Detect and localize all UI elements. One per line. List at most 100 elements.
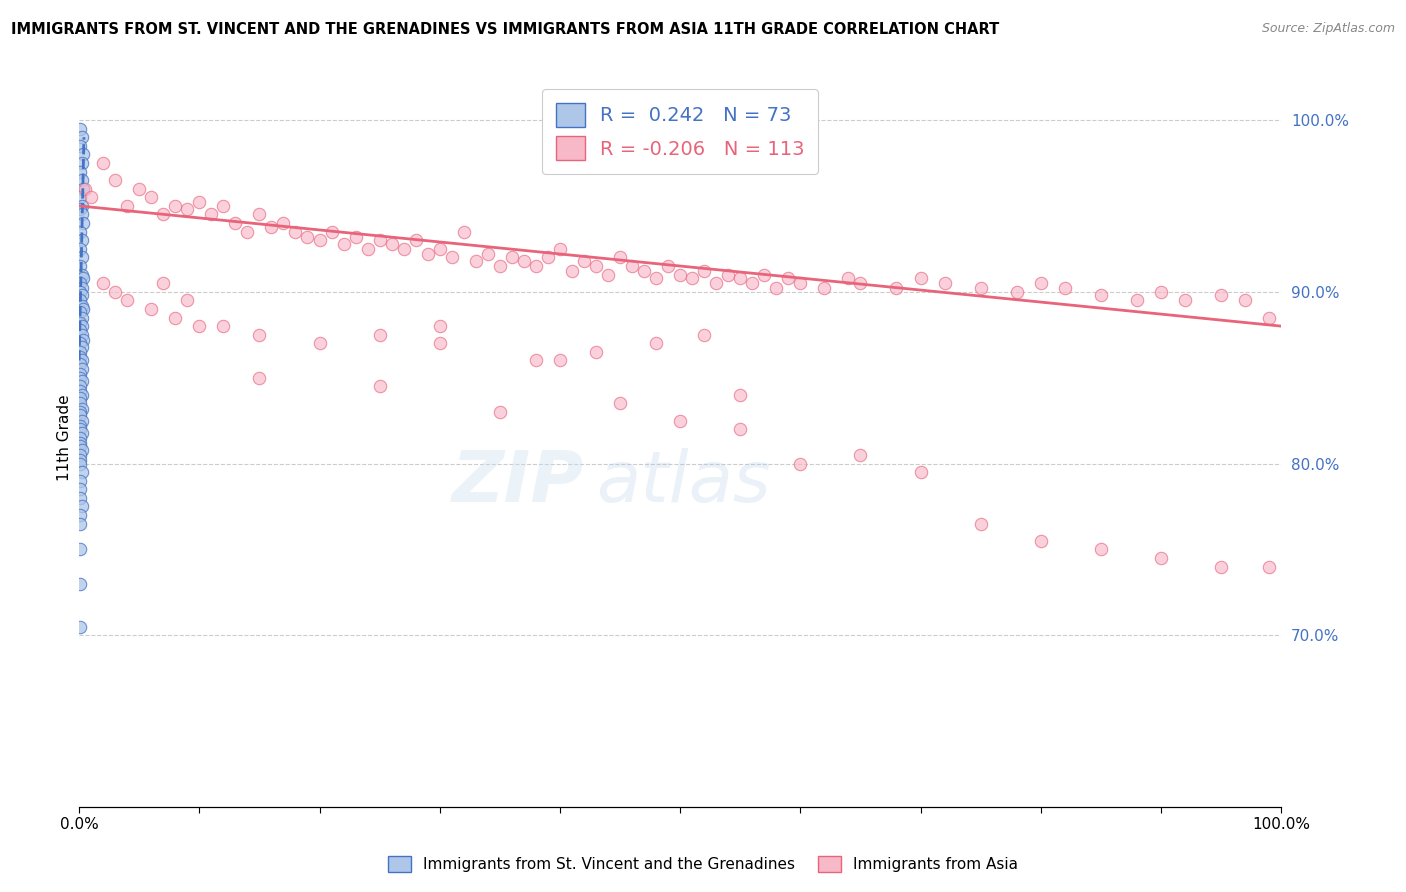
Point xyxy=(70,319,93,334)
Point xyxy=(728,388,751,402)
Point xyxy=(141,301,163,316)
Point xyxy=(69,344,91,359)
Point xyxy=(645,271,668,285)
Point xyxy=(91,156,114,170)
Point xyxy=(392,242,415,256)
Point xyxy=(69,396,91,410)
Point xyxy=(69,448,91,462)
Point xyxy=(849,276,872,290)
Point xyxy=(115,293,138,308)
Point xyxy=(1258,310,1281,325)
Point xyxy=(765,281,787,295)
Point xyxy=(837,271,859,285)
Point xyxy=(80,190,103,204)
Point xyxy=(70,327,93,342)
Point xyxy=(1150,551,1173,566)
Point xyxy=(704,276,727,290)
Point xyxy=(70,414,93,428)
Point xyxy=(513,253,536,268)
Text: ZIP: ZIP xyxy=(451,448,583,516)
Point xyxy=(69,202,91,217)
Text: Source: ZipAtlas.com: Source: ZipAtlas.com xyxy=(1261,22,1395,36)
Point xyxy=(70,130,93,145)
Point xyxy=(69,474,91,488)
Point xyxy=(69,276,91,290)
Point xyxy=(297,229,319,244)
Point xyxy=(70,340,93,354)
Point xyxy=(176,202,198,217)
Point xyxy=(381,236,404,251)
Point xyxy=(488,259,510,273)
Point xyxy=(669,268,692,282)
Point xyxy=(165,199,187,213)
Point xyxy=(477,247,499,261)
Legend: R =  0.242   N = 73, R = -0.206   N = 113: R = 0.242 N = 73, R = -0.206 N = 113 xyxy=(541,89,818,174)
Point xyxy=(72,301,94,316)
Point xyxy=(633,264,655,278)
Point xyxy=(69,285,91,299)
Point xyxy=(141,190,163,204)
Point xyxy=(69,190,91,204)
Point xyxy=(236,225,259,239)
Point xyxy=(249,207,271,221)
Point xyxy=(368,379,391,393)
Point xyxy=(1029,533,1052,548)
Point xyxy=(813,281,835,295)
Point xyxy=(609,396,631,410)
Point xyxy=(152,276,174,290)
Point xyxy=(464,253,486,268)
Point xyxy=(70,500,93,514)
Point xyxy=(717,268,740,282)
Point xyxy=(537,251,560,265)
Point xyxy=(69,436,91,450)
Point xyxy=(69,508,91,522)
Point xyxy=(69,370,91,384)
Point xyxy=(969,281,991,295)
Point xyxy=(69,453,91,467)
Point xyxy=(368,327,391,342)
Point xyxy=(212,319,235,334)
Point xyxy=(585,344,607,359)
Point xyxy=(69,418,91,433)
Point xyxy=(69,422,91,436)
Point xyxy=(69,391,91,405)
Point xyxy=(585,259,607,273)
Point xyxy=(70,374,93,388)
Point xyxy=(69,357,91,371)
Point xyxy=(69,242,91,256)
Point xyxy=(69,336,91,351)
Point xyxy=(70,425,93,440)
Point xyxy=(165,310,187,325)
Point xyxy=(70,173,93,187)
Point xyxy=(1209,559,1232,574)
Point xyxy=(488,405,510,419)
Point xyxy=(1090,288,1112,302)
Point xyxy=(910,465,932,479)
Point xyxy=(501,251,523,265)
Point xyxy=(70,281,93,295)
Point xyxy=(176,293,198,308)
Point xyxy=(104,173,127,187)
Point xyxy=(1053,281,1076,295)
Point xyxy=(1234,293,1257,308)
Point xyxy=(70,401,93,416)
Point xyxy=(69,121,91,136)
Point xyxy=(789,457,811,471)
Point xyxy=(440,251,463,265)
Point xyxy=(308,336,330,351)
Point xyxy=(69,542,91,557)
Point xyxy=(188,319,211,334)
Point xyxy=(596,268,619,282)
Point xyxy=(321,225,343,239)
Point xyxy=(70,353,93,368)
Point xyxy=(548,242,571,256)
Point xyxy=(70,268,93,282)
Point xyxy=(69,259,91,273)
Point xyxy=(69,316,91,330)
Point xyxy=(1150,285,1173,299)
Point xyxy=(910,271,932,285)
Point xyxy=(728,271,751,285)
Point xyxy=(524,259,547,273)
Point xyxy=(849,448,872,462)
Point xyxy=(693,264,716,278)
